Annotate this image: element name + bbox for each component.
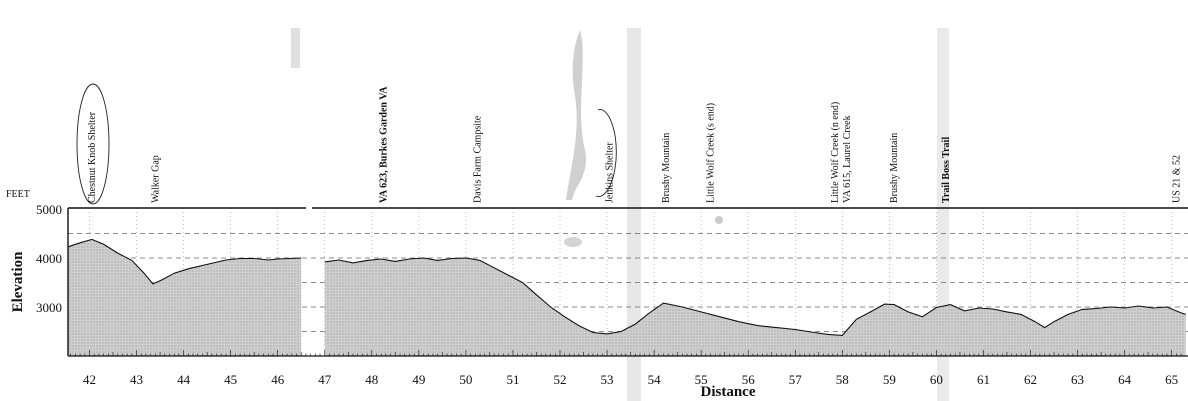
x-tick-label: 48 xyxy=(365,372,378,387)
x-tick-label: 61 xyxy=(977,372,990,387)
x-tick-label: 55 xyxy=(695,372,708,387)
landmark-label: US 21 & 52 xyxy=(1171,155,1182,203)
grid xyxy=(68,208,1188,356)
x-tick-label: 52 xyxy=(554,372,567,387)
x-tick-label: 45 xyxy=(224,372,237,387)
elevation-line-segment-1 xyxy=(68,238,302,285)
x-tick-label: 47 xyxy=(318,372,332,387)
landmark-label: Chestnut Knob Shelter xyxy=(87,111,98,203)
x-tick-label: 59 xyxy=(883,372,896,387)
landmark-label: Walker Gap xyxy=(150,155,161,203)
scan-spot xyxy=(715,216,723,224)
y-axis-title: Elevation xyxy=(10,251,26,312)
landmark-label: Little Wolf Creek (s end) xyxy=(706,103,717,203)
axes xyxy=(67,207,1188,357)
x-tick-label: 50 xyxy=(459,372,472,387)
x-tick-label: 60 xyxy=(930,372,943,387)
hand-drawn-circle xyxy=(595,109,617,198)
tick-labels: 42 43 44 45 46 47 48 49 50 51 52 53 54 55 56 57 58 59 60 61… xyxy=(36,202,1178,387)
x-tick-label: 43 xyxy=(130,372,143,387)
scan-shadow-left xyxy=(291,28,300,68)
x-tick-label: 58 xyxy=(836,372,849,387)
scan-shadow-center xyxy=(627,28,641,401)
elevation-fill-segment-1 xyxy=(68,239,302,356)
x-tick-label: 63 xyxy=(1071,372,1084,387)
elevation-area xyxy=(68,238,1186,356)
landmark-label: Trail Boss Trail xyxy=(941,137,952,203)
x-tick-label: 56 xyxy=(742,372,756,387)
y-tick-label: 5000 xyxy=(36,202,62,217)
x-tick-label: 46 xyxy=(271,372,285,387)
landmark-label: Brushy Mountain xyxy=(661,133,672,203)
landmarks: Chestnut Knob Shelter Walker Gap VA 623, B… xyxy=(87,86,1183,203)
x-tick-label: 51 xyxy=(506,372,519,387)
landmark-label: Davis Farm Campsite xyxy=(473,115,484,203)
landmark-label: Little Wolf Creek (n end) xyxy=(830,102,841,203)
y-unit-label: FEET xyxy=(6,189,30,200)
elevation-line-segment-2 xyxy=(324,257,1186,336)
x-tick-label: 44 xyxy=(177,372,191,387)
scan-spot xyxy=(564,237,582,247)
x-tick-label: 49 xyxy=(412,372,425,387)
x-tick-label: 42 xyxy=(83,372,96,387)
x-tick-label: 64 xyxy=(1118,372,1132,387)
x-tick-label: 54 xyxy=(648,372,662,387)
y-tick-label: 4000 xyxy=(36,251,62,266)
scan-smudge xyxy=(566,30,587,200)
elevation-fill-segment-2 xyxy=(324,258,1186,356)
y-tick-label: 3000 xyxy=(36,300,62,315)
landmark-label: Brushy Mountain xyxy=(889,133,900,203)
hand-drawn-circle xyxy=(76,83,110,205)
x-tick-label: 62 xyxy=(1024,372,1037,387)
x-tick-label: 53 xyxy=(601,372,614,387)
x-tick-label: 65 xyxy=(1165,372,1178,387)
landmark-label: VA 615, Laurel Creek xyxy=(842,115,853,203)
x-axis-title: Distance xyxy=(701,384,756,400)
landmark-label: VA 623, Burkes Garden VA xyxy=(379,86,390,203)
landmark-label: Jenkins Shelter xyxy=(604,142,615,203)
x-tick-label: 57 xyxy=(789,372,803,387)
